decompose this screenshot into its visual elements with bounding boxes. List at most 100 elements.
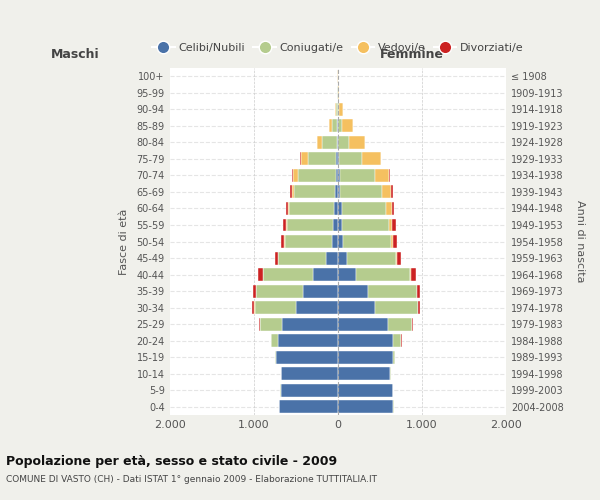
- Bar: [338, 318, 388, 330]
- Bar: [281, 384, 338, 397]
- Bar: [296, 301, 338, 314]
- Bar: [394, 351, 395, 364]
- Bar: [278, 334, 338, 347]
- Bar: [368, 284, 417, 298]
- Bar: [302, 284, 338, 298]
- Bar: [281, 235, 284, 248]
- Bar: [333, 218, 338, 232]
- Y-axis label: Fasce di età: Fasce di età: [119, 208, 130, 274]
- Bar: [391, 186, 392, 198]
- Bar: [391, 235, 392, 248]
- Bar: [317, 136, 322, 149]
- Bar: [340, 186, 382, 198]
- Bar: [287, 218, 333, 232]
- Bar: [253, 301, 254, 314]
- Bar: [411, 268, 416, 281]
- Bar: [375, 169, 389, 182]
- Bar: [279, 400, 338, 413]
- Bar: [301, 152, 308, 166]
- Bar: [260, 318, 283, 330]
- Bar: [286, 218, 287, 232]
- Bar: [340, 169, 375, 182]
- Bar: [343, 120, 353, 132]
- Bar: [283, 218, 286, 232]
- Bar: [256, 284, 302, 298]
- Bar: [389, 218, 392, 232]
- Bar: [308, 152, 336, 166]
- Bar: [338, 351, 394, 364]
- Bar: [292, 169, 293, 182]
- Y-axis label: Anni di nascita: Anni di nascita: [575, 200, 585, 283]
- Bar: [338, 268, 356, 281]
- Bar: [283, 318, 338, 330]
- Bar: [292, 186, 293, 198]
- Text: Femmine: Femmine: [380, 48, 444, 61]
- Bar: [338, 120, 343, 132]
- Bar: [375, 301, 418, 314]
- Bar: [336, 169, 338, 182]
- Bar: [343, 235, 391, 248]
- Bar: [284, 235, 285, 248]
- Bar: [259, 268, 263, 281]
- Bar: [356, 268, 410, 281]
- Bar: [322, 136, 337, 149]
- Bar: [335, 186, 338, 198]
- Bar: [397, 252, 401, 264]
- Bar: [362, 152, 381, 166]
- Bar: [342, 218, 389, 232]
- Bar: [253, 284, 256, 298]
- Bar: [335, 103, 336, 116]
- Bar: [338, 384, 392, 397]
- Bar: [392, 202, 394, 215]
- Bar: [338, 252, 347, 264]
- Bar: [263, 268, 313, 281]
- Bar: [293, 186, 335, 198]
- Bar: [288, 202, 289, 215]
- Text: COMUNE DI VASTO (CH) - Dati ISTAT 1° gennaio 2009 - Elaborazione TUTTITALIA.IT: COMUNE DI VASTO (CH) - Dati ISTAT 1° gen…: [6, 475, 377, 484]
- Bar: [329, 120, 332, 132]
- Bar: [332, 120, 337, 132]
- Bar: [254, 301, 296, 314]
- Bar: [286, 202, 288, 215]
- Bar: [300, 152, 301, 166]
- Bar: [338, 103, 339, 116]
- Bar: [334, 202, 338, 215]
- Bar: [338, 202, 341, 215]
- Bar: [392, 334, 401, 347]
- Bar: [337, 136, 338, 149]
- Bar: [338, 334, 392, 347]
- Bar: [313, 268, 338, 281]
- Bar: [275, 252, 278, 264]
- Text: Popolazione per età, sesso e stato civile - 2009: Popolazione per età, sesso e stato civil…: [6, 455, 337, 468]
- Bar: [289, 202, 334, 215]
- Bar: [349, 136, 365, 149]
- Bar: [338, 235, 343, 248]
- Bar: [285, 235, 332, 248]
- Bar: [275, 351, 277, 364]
- Bar: [418, 284, 421, 298]
- Text: Maschi: Maschi: [51, 48, 100, 61]
- Bar: [392, 218, 397, 232]
- Bar: [338, 368, 390, 380]
- Bar: [290, 186, 292, 198]
- Bar: [339, 103, 343, 116]
- Bar: [396, 252, 397, 264]
- Bar: [278, 252, 326, 264]
- Bar: [418, 301, 420, 314]
- Bar: [336, 152, 338, 166]
- Bar: [338, 152, 339, 166]
- Bar: [277, 351, 338, 364]
- Bar: [338, 301, 375, 314]
- Legend: Celibi/Nubili, Coniugati/e, Vedovi/e, Divorziati/e: Celibi/Nubili, Coniugati/e, Vedovi/e, Di…: [148, 39, 528, 58]
- Bar: [338, 136, 349, 149]
- Bar: [338, 186, 340, 198]
- Bar: [332, 235, 338, 248]
- Bar: [338, 86, 340, 99]
- Bar: [386, 202, 392, 215]
- Bar: [341, 202, 386, 215]
- Bar: [293, 169, 298, 182]
- Bar: [338, 284, 368, 298]
- Bar: [382, 186, 391, 198]
- Bar: [338, 169, 340, 182]
- Bar: [388, 318, 412, 330]
